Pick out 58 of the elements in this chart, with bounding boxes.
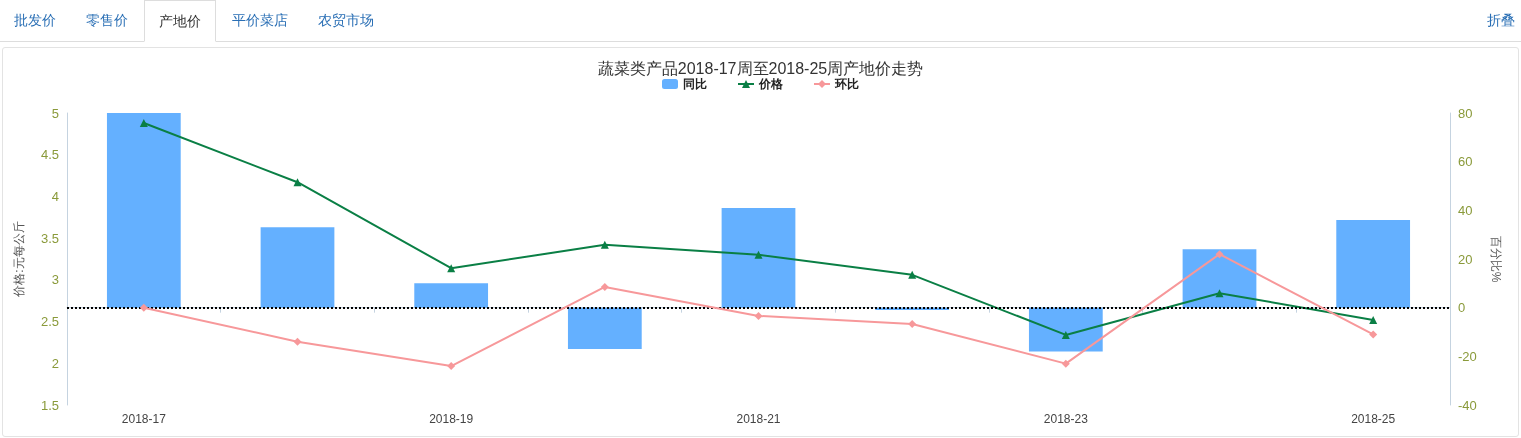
bar	[1028, 307, 1103, 352]
y2-tick-label: -20	[1458, 348, 1477, 364]
text: 批发价	[13, 11, 57, 30]
text: 零售价	[85, 11, 129, 30]
bar	[414, 283, 489, 308]
text: 产地价	[144, 0, 216, 42]
x-tick-label: 2018-23	[1043, 412, 1089, 426]
point	[1061, 330, 1070, 339]
point	[1215, 250, 1224, 259]
y-axis-title: 价格:元每公斤	[12, 221, 26, 298]
point	[447, 264, 456, 273]
point	[1369, 330, 1378, 339]
bar	[1182, 249, 1257, 308]
point	[1061, 359, 1070, 368]
y2-tick-label: -40	[1458, 397, 1477, 413]
text: 农贸市场	[317, 11, 375, 30]
bar	[1336, 220, 1411, 308]
point	[293, 178, 302, 187]
point	[139, 303, 148, 312]
legend-label: 同比	[683, 77, 707, 91]
x-tick-label: 2018-17	[121, 412, 167, 426]
y2-tick-label: 20	[1458, 251, 1473, 267]
legend-label: 价格	[758, 77, 784, 91]
point	[754, 250, 763, 259]
point	[447, 362, 456, 371]
y-tick-label: 5	[51, 105, 59, 121]
bar	[567, 307, 642, 350]
x-tick-label: 2018-25	[1351, 412, 1396, 426]
point	[293, 337, 302, 346]
x-tick-label: 2018-21	[736, 412, 781, 426]
y-tick-label: 3.5	[40, 230, 59, 246]
y2-tick-label: 80	[1458, 105, 1473, 121]
y2-tick-label: 60	[1458, 154, 1473, 170]
point	[754, 311, 763, 320]
y2-tick-label: 40	[1458, 202, 1473, 218]
bar	[106, 113, 181, 308]
point	[1215, 289, 1224, 298]
y-tick-label: 2.5	[40, 314, 59, 330]
text: 平价菜店	[231, 11, 289, 30]
point	[908, 319, 917, 328]
legend-label: 环比	[834, 77, 859, 91]
point	[908, 270, 917, 279]
y-tick-label: 4.5	[40, 147, 59, 163]
bar	[721, 207, 796, 308]
y-tick-label: 3	[51, 272, 59, 288]
x-tick-label: 2018-19	[429, 412, 474, 426]
chart-title: 蔬菜类产品2018-17周至2018-25周产地价走势	[597, 59, 924, 77]
bar	[260, 227, 335, 308]
y2-tick-label: 0	[1458, 300, 1466, 316]
point	[1369, 315, 1378, 324]
y-tick-label: 4	[51, 188, 59, 204]
text: 折叠	[1486, 11, 1516, 30]
point	[139, 119, 148, 128]
y-tick-label: 2	[51, 355, 59, 371]
y-tick-label: 1.5	[40, 397, 59, 413]
point	[600, 282, 609, 291]
y2-axis-title: 百分比%	[1489, 235, 1503, 283]
point	[600, 240, 609, 249]
